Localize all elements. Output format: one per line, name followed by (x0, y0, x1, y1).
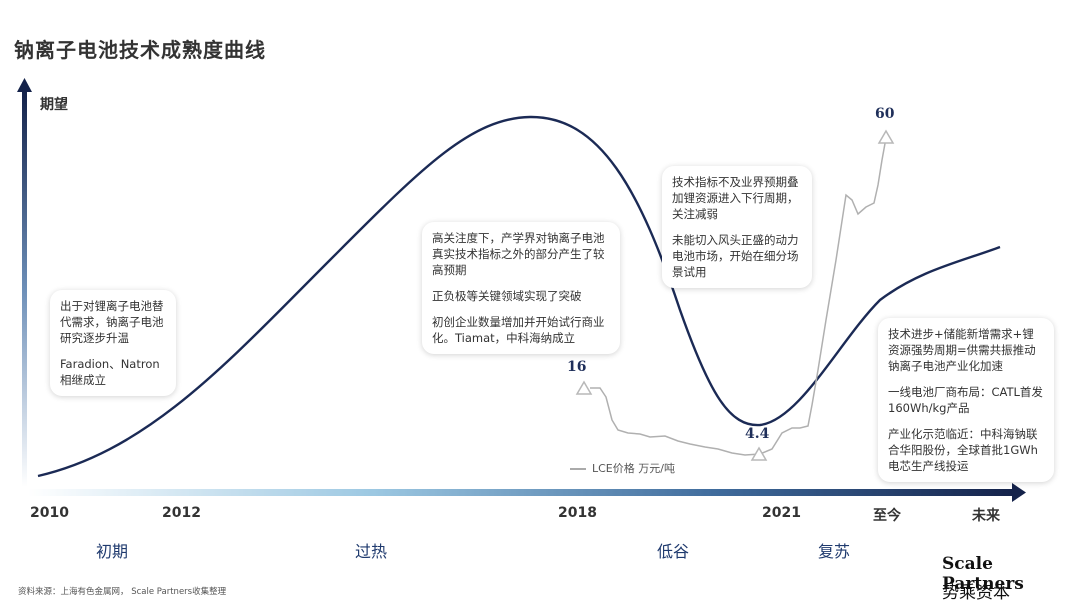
lce-marker-2021 (750, 446, 768, 461)
y-axis-label: 期望 (40, 97, 68, 113)
annotation-early: 出于对锂离子电池替代需求，钠离子电池研究逐步升温 Faradion、Natron… (50, 290, 176, 396)
legend-label: LCE价格 万元/吨 (592, 462, 675, 475)
lce-marker-now (877, 129, 895, 144)
x-axis (28, 489, 1013, 496)
x-tick-2021: 2021 (762, 505, 801, 521)
y-axis-arrow (17, 78, 32, 92)
annotation-text: 初创企业数量增加并开始试行商业化。Tiamat，中科海纳成立 (432, 315, 605, 345)
lce-value-2021: 4.4 (745, 426, 770, 442)
annotation-recovery: 技术进步+储能新增需求+锂资源强势周期=供需共振推动钠离子电池产业化加速 一线电… (878, 318, 1054, 482)
lce-marker-2018 (575, 380, 593, 395)
y-axis (22, 92, 27, 487)
annotation-text: 正负极等关键领域实现了突破 (432, 289, 582, 303)
annotation-text: 技术指标不及业界预期叠加锂资源进入下行周期，关注减弱 (672, 175, 799, 221)
annotation-text: 技术进步+储能新增需求+锂资源强势周期=供需共振推动钠离子电池产业化加速 (888, 327, 1036, 373)
annotation-text: 产业化示范临近：中科海钠联合华阳股份，全球首批1GWh电芯生产线投运 (888, 427, 1038, 473)
x-tick-2010: 2010 (30, 505, 69, 521)
annotation-text: 高关注度下，产学界对钠离子电池真实技术指标之外的部分产生了较高预期 (432, 231, 605, 277)
x-tick-now: 至今 (873, 508, 901, 524)
chart-title: 钠离子电池技术成熟度曲线 (14, 38, 266, 62)
lce-value-2018: 16 (567, 359, 587, 375)
annotation-text: 未能切入风头正盛的动力电池市场，开始在细分场景试用 (672, 233, 799, 279)
annotation-overheat: 高关注度下，产学界对钠离子电池真实技术指标之外的部分产生了较高预期 正负极等关键… (422, 222, 620, 354)
annotation-text: Faradion、Natron相继成立 (60, 357, 160, 387)
legend: LCE价格 万元/吨 (570, 460, 675, 476)
annotation-text: 出于对锂离子电池替代需求，钠离子电池研究逐步升温 (60, 299, 164, 345)
lce-value-now: 60 (875, 106, 895, 122)
legend-swatch (570, 468, 586, 470)
brand-name-cn: 势乘资本 (942, 583, 1010, 603)
phase-trough: 低谷 (657, 542, 690, 561)
annotation-text: 一线电池厂商布局：CATL首发160Wh/kg产品 (888, 385, 1043, 415)
source-note: 资料来源：上海有色金属网， Scale Partners收集整理 (18, 587, 227, 597)
annotation-trough: 技术指标不及业界预期叠加锂资源进入下行周期，关注减弱 未能切入风头正盛的动力电池… (662, 166, 812, 288)
x-tick-future: 未来 (972, 508, 1000, 524)
phase-early: 初期 (96, 542, 129, 561)
phase-overheat: 过热 (355, 542, 388, 561)
phase-recovery: 复苏 (818, 542, 851, 561)
brand-name-en: Scale Partners (942, 554, 1024, 594)
x-tick-2018: 2018 (558, 505, 597, 521)
hype-curve (37, 115, 1001, 478)
lce-price-line (590, 137, 887, 456)
x-tick-2012: 2012 (162, 505, 201, 521)
x-axis-arrow (1012, 483, 1026, 502)
